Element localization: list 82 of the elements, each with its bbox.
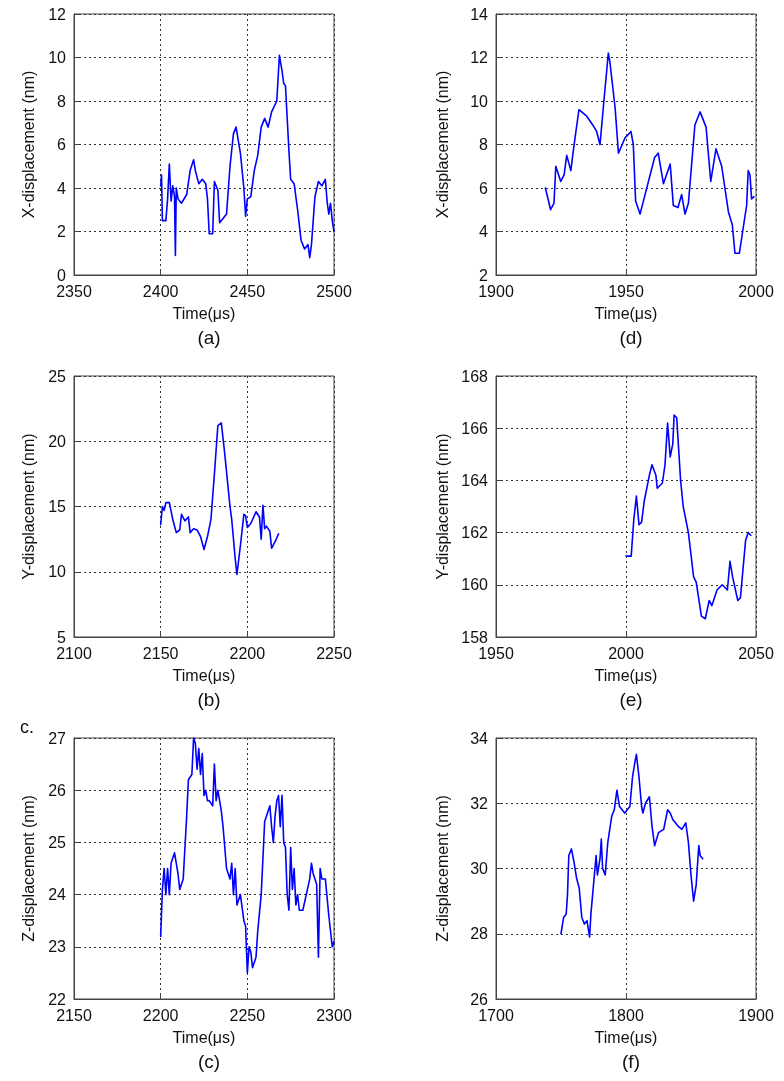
x-tick-label: 2350 bbox=[56, 282, 92, 300]
y-tick-label: 26 bbox=[470, 990, 489, 1008]
y-axis-title: X-displacement (nm) bbox=[433, 70, 451, 219]
text: (c) bbox=[197, 1051, 221, 1072]
line-series bbox=[159, 737, 335, 974]
text: (b) bbox=[197, 689, 221, 710]
x-axis-title: Time(μs) bbox=[594, 1028, 658, 1046]
line-series bbox=[560, 753, 704, 938]
y-tick-label: 164 bbox=[461, 471, 489, 489]
y-tick-label: 10 bbox=[470, 92, 489, 110]
x-tick-label: 1950 bbox=[608, 282, 644, 300]
y-tick-label: 10 bbox=[48, 563, 67, 581]
y-tick-label: 22 bbox=[48, 990, 67, 1008]
y-tick-label: 162 bbox=[461, 524, 489, 542]
y-tick-label: 20 bbox=[48, 432, 67, 450]
x-axis-title: Time(μs) bbox=[172, 304, 236, 322]
y-tick-label: 25 bbox=[48, 367, 67, 385]
y-tick-label: 4 bbox=[479, 223, 489, 240]
y-tick-label: 12 bbox=[48, 5, 67, 23]
y-tick-label: 160 bbox=[461, 576, 489, 594]
y-tick-label: 30 bbox=[470, 860, 489, 877]
x-tick-label: 2400 bbox=[142, 282, 179, 300]
y-tick-label: 8 bbox=[57, 92, 67, 110]
y-tick-label: 24 bbox=[48, 886, 67, 904]
y-tick-label: 2 bbox=[57, 223, 67, 240]
y-tick-label: 2 bbox=[479, 266, 489, 284]
y-axis-title: Y-displacement (nm) bbox=[19, 433, 37, 580]
y-tick-label: 168 bbox=[461, 367, 489, 385]
y-tick-label: 6 bbox=[57, 136, 67, 153]
x-tick-label: 2150 bbox=[56, 1006, 92, 1024]
x-axis-title: Time(μs) bbox=[594, 304, 658, 322]
y-tick-label: 6 bbox=[479, 179, 489, 197]
y-tick-label: 27 bbox=[48, 729, 67, 747]
y-tick-label: 166 bbox=[461, 419, 489, 437]
x-tick-label: 2250 bbox=[316, 644, 352, 662]
x-tick-label: 1800 bbox=[608, 1006, 644, 1024]
line-series bbox=[159, 422, 280, 576]
x-tick-label: 2200 bbox=[142, 1006, 179, 1024]
y-tick-label: 34 bbox=[470, 729, 489, 747]
y-tick-label: 0 bbox=[57, 266, 67, 284]
line-series bbox=[544, 52, 755, 255]
y-tick-label: 158 bbox=[461, 628, 489, 646]
line-series bbox=[159, 54, 335, 259]
x-tick-label: 2000 bbox=[608, 644, 644, 662]
x-tick-label: 2450 bbox=[229, 282, 266, 300]
y-tick-label: 4 bbox=[57, 179, 67, 197]
y-tick-label: 23 bbox=[48, 938, 67, 956]
y-tick-label: 28 bbox=[470, 925, 489, 943]
text: (e) bbox=[619, 689, 643, 710]
y-tick-label: 10 bbox=[48, 49, 67, 66]
y-tick-label: 14 bbox=[470, 5, 489, 23]
y-axis-title: X-displacement (nm) bbox=[19, 70, 37, 219]
x-tick-label: 1900 bbox=[478, 282, 514, 300]
y-tick-label: 12 bbox=[470, 49, 489, 66]
text: (d) bbox=[619, 327, 643, 348]
y-tick-label: 5 bbox=[57, 628, 67, 646]
x-tick-label: 1900 bbox=[738, 1006, 774, 1024]
y-axis-title: Z-displacement (nm) bbox=[433, 795, 451, 942]
y-tick-label: 26 bbox=[48, 781, 67, 799]
y-tick-label: 32 bbox=[470, 794, 489, 812]
x-tick-label: 1700 bbox=[478, 1006, 514, 1024]
x-tick-label: 2200 bbox=[229, 644, 266, 662]
x-tick-label: 2100 bbox=[56, 644, 92, 662]
x-tick-label: 2300 bbox=[316, 1006, 352, 1024]
text: (f) bbox=[622, 1051, 640, 1072]
y-tick-label: 25 bbox=[48, 833, 67, 851]
x-tick-label: 2050 bbox=[738, 644, 774, 662]
x-tick-label: 2000 bbox=[738, 282, 774, 300]
x-tick-label: 2500 bbox=[316, 282, 352, 300]
x-tick-label: 2250 bbox=[229, 1006, 266, 1024]
y-axis-title: Z-displacement (nm) bbox=[19, 795, 37, 942]
line-series bbox=[625, 414, 752, 620]
y-tick-label: 15 bbox=[48, 498, 67, 515]
x-axis-title: Time(μs) bbox=[594, 666, 658, 684]
x-tick-label: 2150 bbox=[142, 644, 179, 662]
y-tick-label: 8 bbox=[479, 136, 489, 153]
x-tick-label: 1950 bbox=[478, 644, 514, 662]
x-axis-title: Time(μs) bbox=[172, 666, 236, 684]
text: (a) bbox=[197, 327, 221, 348]
text: c. bbox=[20, 717, 35, 737]
y-axis-title: Y-displacement (nm) bbox=[433, 433, 451, 580]
x-axis-title: Time(μs) bbox=[172, 1028, 236, 1046]
